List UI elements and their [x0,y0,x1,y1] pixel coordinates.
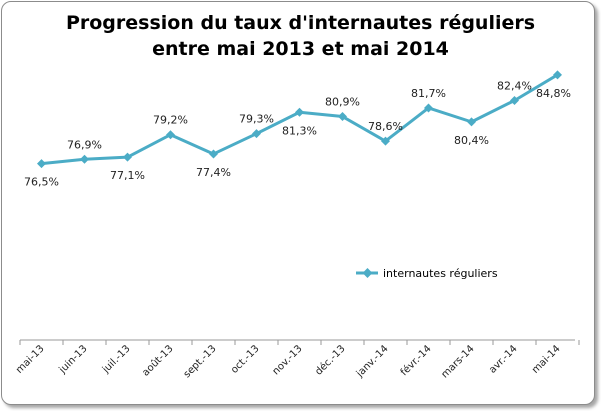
data-label: 77,1% [110,169,145,182]
x-tick-label: avr.-14 [487,343,519,375]
x-tick-label: déc.-13 [313,343,348,378]
x-tick-label: févr.-14 [398,343,434,379]
data-label: 81,3% [282,124,317,137]
data-point-marker [209,149,218,159]
data-label: 76,5% [24,176,59,189]
data-labels: 76,5% 76,9% 77,1% 79,2% 77,4% 79,3% 81,3% 80,9%… [24,79,571,188]
x-tick-label: oct.-13 [229,343,262,376]
data-point-marker [553,70,562,80]
legend-label: internautes réguliers [383,267,498,280]
x-tick-label: juin-13 [57,343,90,376]
x-tick-label: mars-14 [439,343,476,380]
x-tick-label: août-13 [140,343,176,379]
data-point-marker [510,95,519,105]
x-tick-label: mai-13 [14,343,47,376]
x-tick-label: janv.-14 [354,343,391,380]
data-point-marker [80,154,89,164]
data-label: 80,4% [454,134,489,147]
x-tick-label: mai-14 [530,343,563,376]
data-label: 76,9% [67,138,102,151]
legend: internautes réguliers [356,267,498,280]
data-point-marker [123,152,132,162]
x-axis-ticks [19,340,580,345]
chart-title: Progression du taux d'internautes réguli… [0,10,601,62]
x-axis-tick-labels: mai-13 juin-13 juil.-13 août-13 sept.-13 oct.… [14,343,563,381]
data-point-marker [381,136,390,146]
data-label: 77,4% [196,166,231,179]
chart-title-line-2: entre mai 2013 et mai 2014 [152,38,449,60]
data-point-marker [295,107,304,117]
data-label: 78,6% [368,120,403,133]
x-tick-label: juil.-13 [100,343,133,376]
data-point-marker [166,130,175,140]
chart-frame [1,1,595,405]
series-markers [37,70,562,169]
data-label: 82,4% [497,79,532,92]
data-label: 80,9% [325,96,360,109]
x-tick-label: sept.-13 [182,343,219,380]
data-point-marker [252,129,261,139]
chart-title-line-1: Progression du taux d'internautes réguli… [65,12,536,34]
legend-marker [362,268,373,278]
data-point-marker [424,103,433,113]
data-label: 79,3% [239,113,274,126]
data-label: 79,2% [153,114,188,127]
x-tick-label: nov.-13 [271,343,305,377]
data-label: 84,8% [536,87,571,100]
data-point-marker [37,159,46,169]
data-label: 81,7% [411,87,446,100]
series-line-internautes [41,73,559,166]
data-point-marker [338,112,347,122]
data-point-marker [467,117,476,127]
